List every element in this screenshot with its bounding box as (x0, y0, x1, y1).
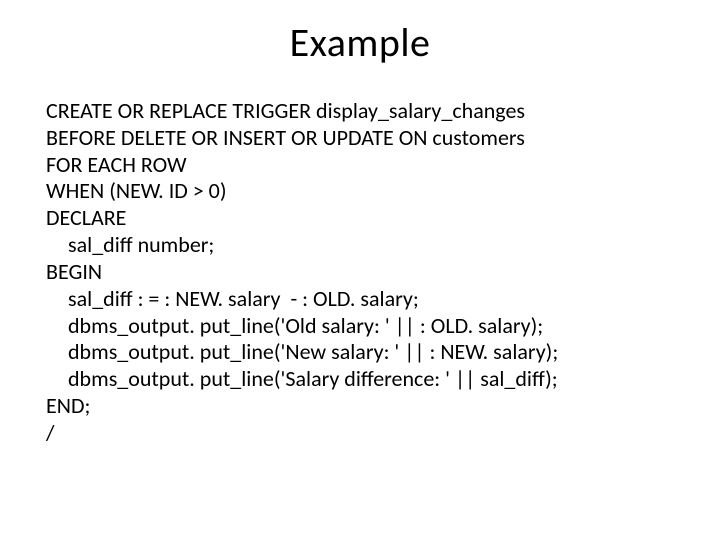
code-line: WHEN (NEW. ID > 0) (46, 177, 227, 204)
code-line: FOR EACH ROW (46, 151, 187, 178)
code-line: dbms_output. put_line('Salary difference… (68, 365, 558, 392)
code-line: dbms_output. put_line('Old salary: ' || … (68, 312, 543, 339)
code-line: END; (46, 392, 90, 419)
code-block: CREATE OR REPLACE TRIGGER display_salary… (46, 98, 674, 447)
code-line: BEGIN (46, 258, 102, 285)
slide: Example CREATE OR REPLACE TRIGGER displa… (0, 0, 720, 540)
code-line: dbms_output. put_line('New salary: ' || … (68, 338, 558, 365)
slide-title: Example (0, 18, 720, 67)
code-line: sal_diff : = : NEW. salary - : OLD. sala… (68, 285, 419, 312)
code-line: sal_diff number; (68, 231, 214, 258)
code-line: BEFORE DELETE OR INSERT OR UPDATE ON cus… (46, 124, 525, 151)
code-line: CREATE OR REPLACE TRIGGER display_salary… (46, 97, 525, 124)
code-line: DECLARE (46, 204, 126, 231)
code-line: / (46, 419, 55, 446)
